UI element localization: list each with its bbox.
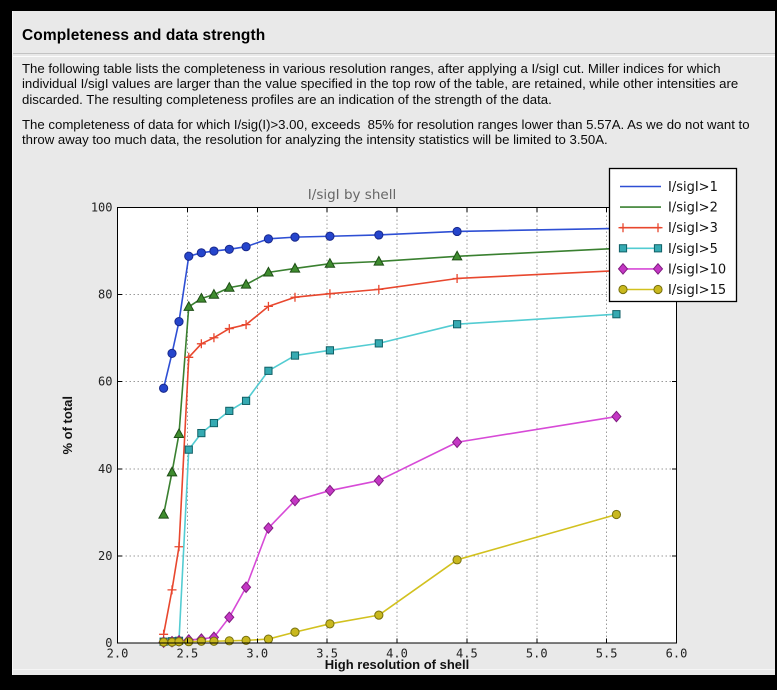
title-divider [13, 53, 775, 57]
panel-bottom-bevel [13, 669, 775, 670]
completeness-panel: Completeness and data strength The follo… [12, 11, 775, 675]
resolution-note-paragraph: The completeness of data for which I/sig… [22, 117, 754, 148]
description-paragraph: The following table lists the completene… [22, 61, 742, 107]
page-title: Completeness and data strength [22, 27, 266, 44]
